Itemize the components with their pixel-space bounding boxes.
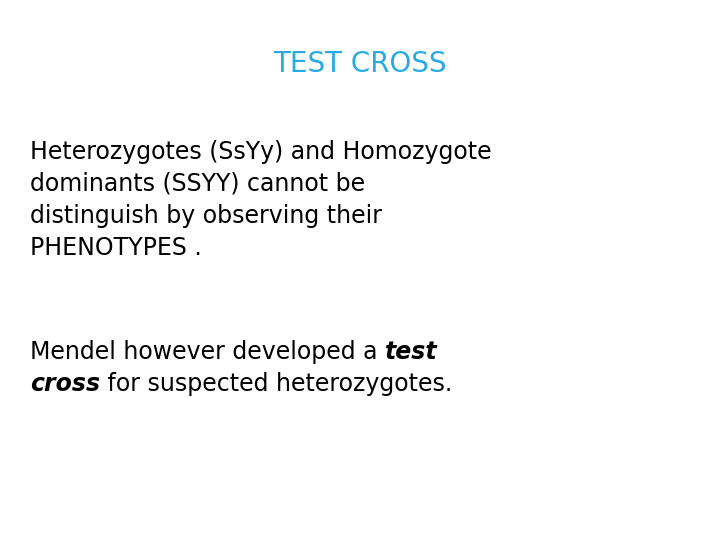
Text: TEST CROSS: TEST CROSS [274,50,446,78]
Text: Mendel however developed a: Mendel however developed a [30,340,385,364]
Text: cross: cross [30,372,100,396]
Text: distinguish by observing their: distinguish by observing their [30,204,382,228]
Text: dominants (SSYY) cannot be: dominants (SSYY) cannot be [30,172,365,196]
Text: test: test [385,340,438,364]
Text: PHENOTYPES .: PHENOTYPES . [30,236,202,260]
Text: for suspected heterozygotes.: for suspected heterozygotes. [100,372,452,396]
Text: Heterozygotes (SsYy) and Homozygote: Heterozygotes (SsYy) and Homozygote [30,140,492,164]
